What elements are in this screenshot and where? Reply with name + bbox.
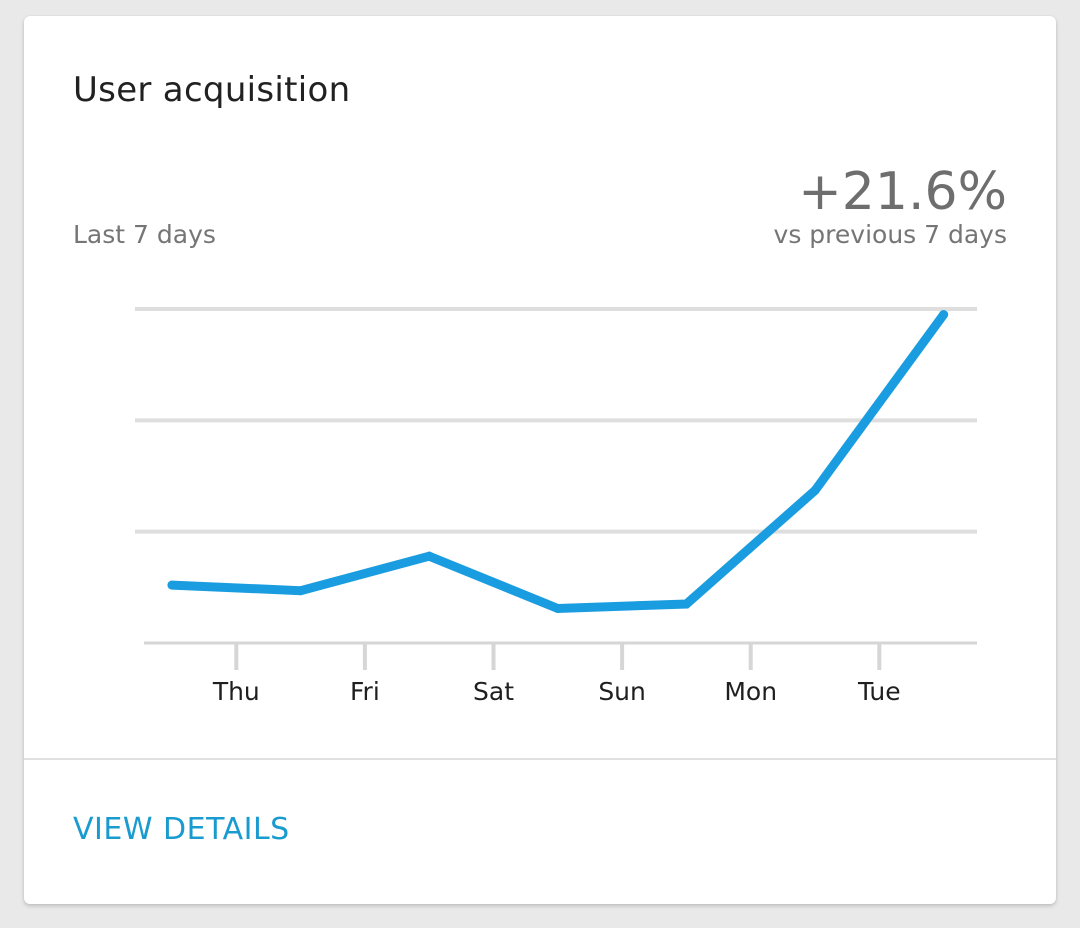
comparison-label: vs previous 7 days — [773, 220, 1007, 249]
chart-x-tick-label: Fri — [350, 677, 380, 706]
chart-series-line — [167, 310, 949, 614]
chart-x-tick-label: Thu — [212, 677, 260, 706]
chart-data-point — [681, 599, 691, 609]
chart-data-point — [810, 485, 820, 495]
user-acquisition-chart: Thu Fri Sat Sun Mon Tue — [135, 307, 977, 706]
chart-x-tick-label: Sun — [598, 677, 646, 706]
chart-data-point — [424, 551, 434, 561]
period-label: Last 7 days — [73, 220, 216, 249]
user-acquisition-card: User acquisition +21.6% Last 7 days vs p… — [24, 16, 1056, 904]
card-divider — [24, 758, 1056, 760]
view-details-link[interactable]: VIEW DETAILS — [73, 812, 290, 847]
chart-data-point — [167, 580, 177, 590]
chart-x-tick-label: Mon — [724, 677, 777, 706]
change-percent: +21.6% — [798, 162, 1007, 222]
chart-data-point — [939, 310, 949, 320]
chart-x-tick-label: Tue — [857, 677, 901, 706]
chart-data-point — [296, 586, 306, 596]
chart-data-point — [553, 603, 563, 613]
chart-x-tick-label: Sat — [473, 677, 514, 706]
card-title: User acquisition — [73, 70, 351, 110]
